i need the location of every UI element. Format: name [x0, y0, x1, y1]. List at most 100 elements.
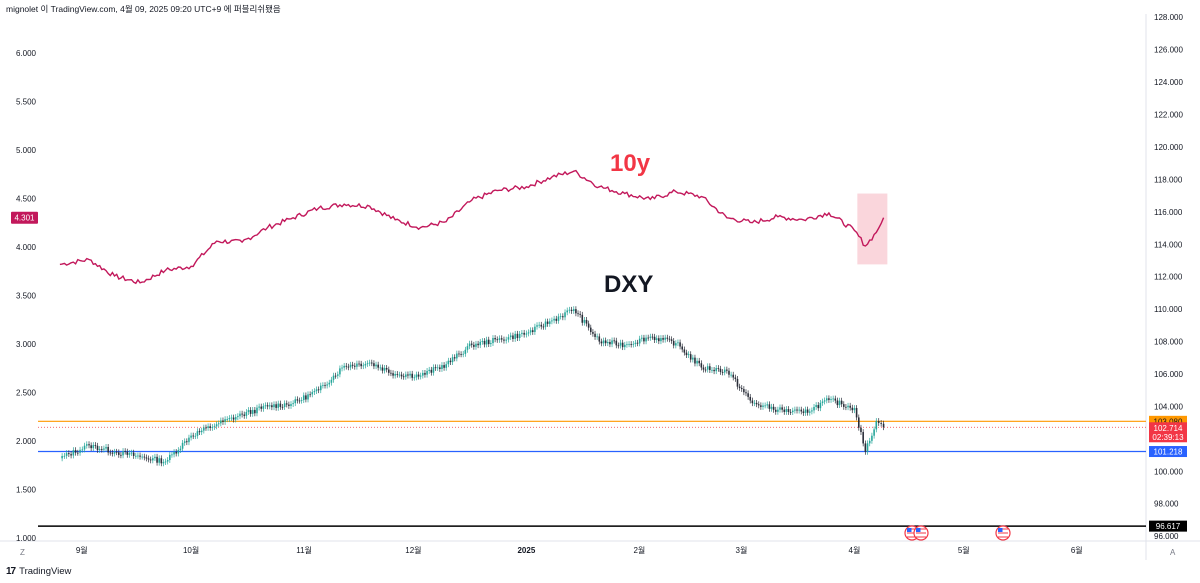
dxy-candle-body: [566, 310, 569, 313]
dxy-candle-body: [494, 338, 496, 340]
dxy-candle-body: [339, 368, 341, 375]
dxy-candle-body: [630, 344, 632, 345]
dxy-candle-body: [540, 324, 543, 327]
dxy-candle-body: [326, 384, 328, 386]
dxy-candle-body: [772, 406, 775, 410]
dxy-candle-body: [220, 420, 222, 424]
dxy-candle-body: [845, 406, 847, 408]
dxy-candle-body: [258, 406, 260, 408]
right-axis-tick: 116.000: [1154, 208, 1183, 217]
dxy-candle-body: [315, 389, 318, 392]
dxy-candle-body: [226, 419, 229, 420]
dxy-candle-body: [162, 462, 165, 464]
dxy-candle-body: [604, 340, 607, 344]
left-axis-tick: 2.500: [16, 389, 37, 398]
dxy-candle-body: [713, 369, 715, 372]
dxy-candle-body: [677, 342, 679, 344]
time-axis-tick: 3월: [736, 545, 748, 555]
dxy-candle-body: [800, 409, 803, 412]
dxy-candle-body: [587, 323, 590, 328]
dxy-candle-body: [851, 407, 854, 411]
dxy-candle-body: [531, 330, 534, 332]
dxy-candle-body: [166, 460, 169, 462]
dxy-candle-body: [428, 369, 431, 371]
dxy-candle-body: [92, 445, 95, 449]
dxy-candle-body: [514, 333, 516, 339]
dxy-candle-body: [609, 341, 611, 345]
dxy-candle-body: [685, 352, 688, 356]
time-axis-tick: 5월: [958, 545, 970, 555]
dxy-candle-body: [700, 363, 703, 368]
log-scale-toggle[interactable]: Z: [20, 548, 25, 557]
dxy-candle-body: [745, 392, 747, 394]
dxy-candle-body: [143, 456, 146, 458]
right-price-tag: [1149, 446, 1187, 458]
left-price-tag-text: 4.301: [14, 214, 35, 223]
dxy-candle-body: [63, 455, 66, 457]
time-axis-tick: 12월: [405, 545, 421, 555]
dxy-candle-body: [264, 405, 267, 407]
dxy-candle-body: [681, 346, 684, 350]
dxy-candle-body: [65, 453, 68, 456]
dxy-candle-body: [247, 410, 250, 413]
dxy-candle-body: [617, 345, 620, 347]
dxy-candle-body: [156, 456, 158, 463]
dxy-candle-body: [626, 344, 628, 346]
dxy-candle-body: [483, 340, 486, 345]
dxy-candle-body: [583, 319, 586, 323]
left-axis-tick: 1.000: [16, 534, 37, 543]
dxy-candle-body: [415, 374, 418, 378]
tradingview-logo[interactable]: 17 TradingView: [6, 566, 71, 577]
dxy-candle-body: [694, 357, 696, 364]
dxy-candle-body: [842, 404, 845, 407]
dxy-candle-body: [481, 340, 484, 342]
dxy-candle-body: [791, 410, 794, 413]
dxy-candle-body: [319, 385, 322, 391]
dxy-candle-body: [830, 399, 832, 400]
dxy-candle-body: [302, 395, 305, 401]
dxy-candle-body: [81, 449, 84, 451]
dxy-candle-body: [683, 349, 686, 353]
dxy-candle-body: [217, 423, 220, 425]
us-flag-event-icon[interactable]: [913, 525, 929, 541]
dxy-candle-body: [507, 337, 510, 340]
dxy-candle-body: [687, 354, 690, 356]
dxy-candle-body: [696, 360, 698, 364]
dxy-candle-body: [164, 461, 167, 463]
us-flag-event-icon[interactable]: [995, 525, 1011, 541]
dxy-candle-body: [294, 399, 297, 404]
right-axis-tick: 96.000: [1154, 532, 1179, 541]
dxy-candle-body: [871, 435, 873, 441]
dxy-candle-body: [181, 442, 184, 449]
dxy-candle-body: [309, 394, 311, 396]
dxy-candle-body: [825, 398, 828, 401]
dxy-candle-body: [128, 453, 131, 455]
dxy-candle-body: [292, 403, 294, 405]
dxy-candle-body: [679, 342, 681, 347]
dxy-candle-body: [572, 309, 575, 311]
dxy-candle-body: [551, 320, 553, 322]
dxy-candle-body: [538, 324, 540, 326]
dxy-candle-body: [503, 339, 505, 341]
dxy-candle-body: [711, 369, 713, 371]
dxy-candle-body: [553, 318, 555, 321]
dxy-candle-body: [660, 338, 662, 342]
dxy-candle-body: [798, 409, 800, 411]
dxy-candle-body: [596, 336, 598, 338]
dxy-candle-body: [120, 454, 122, 456]
dxy-candle-body: [436, 367, 439, 369]
dxy-candle-body: [96, 445, 99, 450]
dxy-candle-body: [186, 441, 188, 443]
dxy-candle-body: [394, 373, 396, 376]
dxy-candle-body: [675, 343, 677, 346]
dxy-candle-body: [88, 444, 90, 446]
dxy-candle-body: [262, 406, 265, 409]
dxy-candle-body: [256, 407, 258, 414]
auto-scale-toggle[interactable]: A: [1170, 548, 1176, 557]
dxy-candle-body: [836, 400, 839, 406]
dxy-candle-body: [544, 321, 547, 327]
dxy-candle-body: [296, 399, 299, 401]
time-axis-tick: 10월: [183, 545, 199, 555]
right-price-tag: [1149, 520, 1187, 532]
